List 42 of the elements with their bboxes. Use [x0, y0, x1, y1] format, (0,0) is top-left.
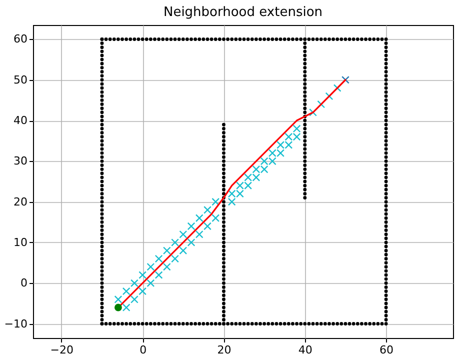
point — [146, 279, 155, 288]
point — [130, 279, 138, 288]
x-tick-label: −20 — [50, 344, 74, 356]
point — [171, 238, 179, 246]
chart-title: Neighborhood extension — [163, 5, 323, 20]
x-tick-label: 0 — [140, 344, 147, 356]
point — [138, 271, 147, 279]
point — [195, 230, 204, 238]
y-tick-label: 30 — [14, 154, 28, 168]
point — [187, 238, 196, 246]
point — [171, 254, 179, 263]
point — [179, 246, 188, 255]
y-tick-label: 60 — [14, 32, 28, 46]
y-tick-label: 50 — [14, 73, 28, 86]
y-tick-label: 10 — [14, 236, 28, 249]
y-tick-label: −10 — [4, 317, 28, 330]
point — [162, 246, 171, 255]
point — [130, 295, 138, 304]
point — [154, 254, 163, 263]
point — [138, 287, 147, 296]
point — [146, 262, 155, 271]
x-tick-label: 20 — [217, 344, 232, 356]
y-tick-label: 40 — [14, 114, 28, 128]
point — [122, 304, 130, 312]
point — [114, 304, 122, 312]
point — [228, 198, 236, 206]
x-tick-label: 40 — [298, 344, 312, 356]
point — [187, 222, 196, 230]
y-tick-label: 0 — [20, 276, 28, 290]
point — [292, 124, 301, 133]
point — [179, 230, 188, 238]
point — [162, 262, 171, 271]
point — [122, 287, 130, 296]
point — [204, 222, 212, 230]
point — [114, 295, 122, 304]
point — [195, 214, 204, 222]
y-tick-label: 20 — [14, 195, 28, 208]
point — [154, 271, 163, 279]
x-tick-label: 60 — [380, 344, 394, 356]
point — [212, 198, 220, 206]
point — [212, 214, 220, 222]
point — [204, 206, 212, 214]
